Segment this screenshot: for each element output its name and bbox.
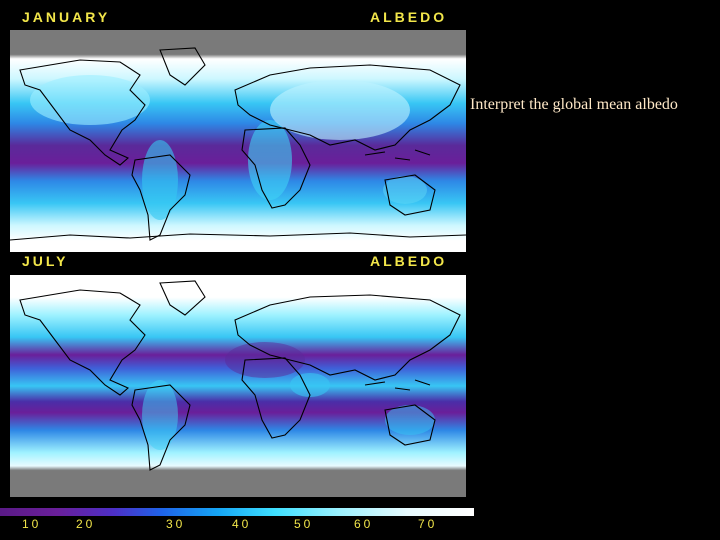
january-month-label: JANUARY [22,9,111,25]
colorbar-tick-30: 30 [166,517,186,531]
colorbar-tick-50: 50 [294,517,314,531]
colorbar-tick-40: 40 [232,517,252,531]
january-albedo-map [10,30,466,252]
colorbar-tick-10: 10 [22,517,42,531]
july-month-label: JULY [22,253,69,269]
july-variable-label: ALBEDO [370,253,448,269]
colorbar-tick-60: 60 [354,517,374,531]
caption-text: Interpret the global mean albedo [470,96,678,113]
albedo-colorbar [0,508,474,516]
colorbar-tick-20: 20 [76,517,96,531]
july-albedo-map [10,275,466,497]
colorbar-tick-70: 70 [418,517,438,531]
january-variable-label: ALBEDO [370,9,448,25]
